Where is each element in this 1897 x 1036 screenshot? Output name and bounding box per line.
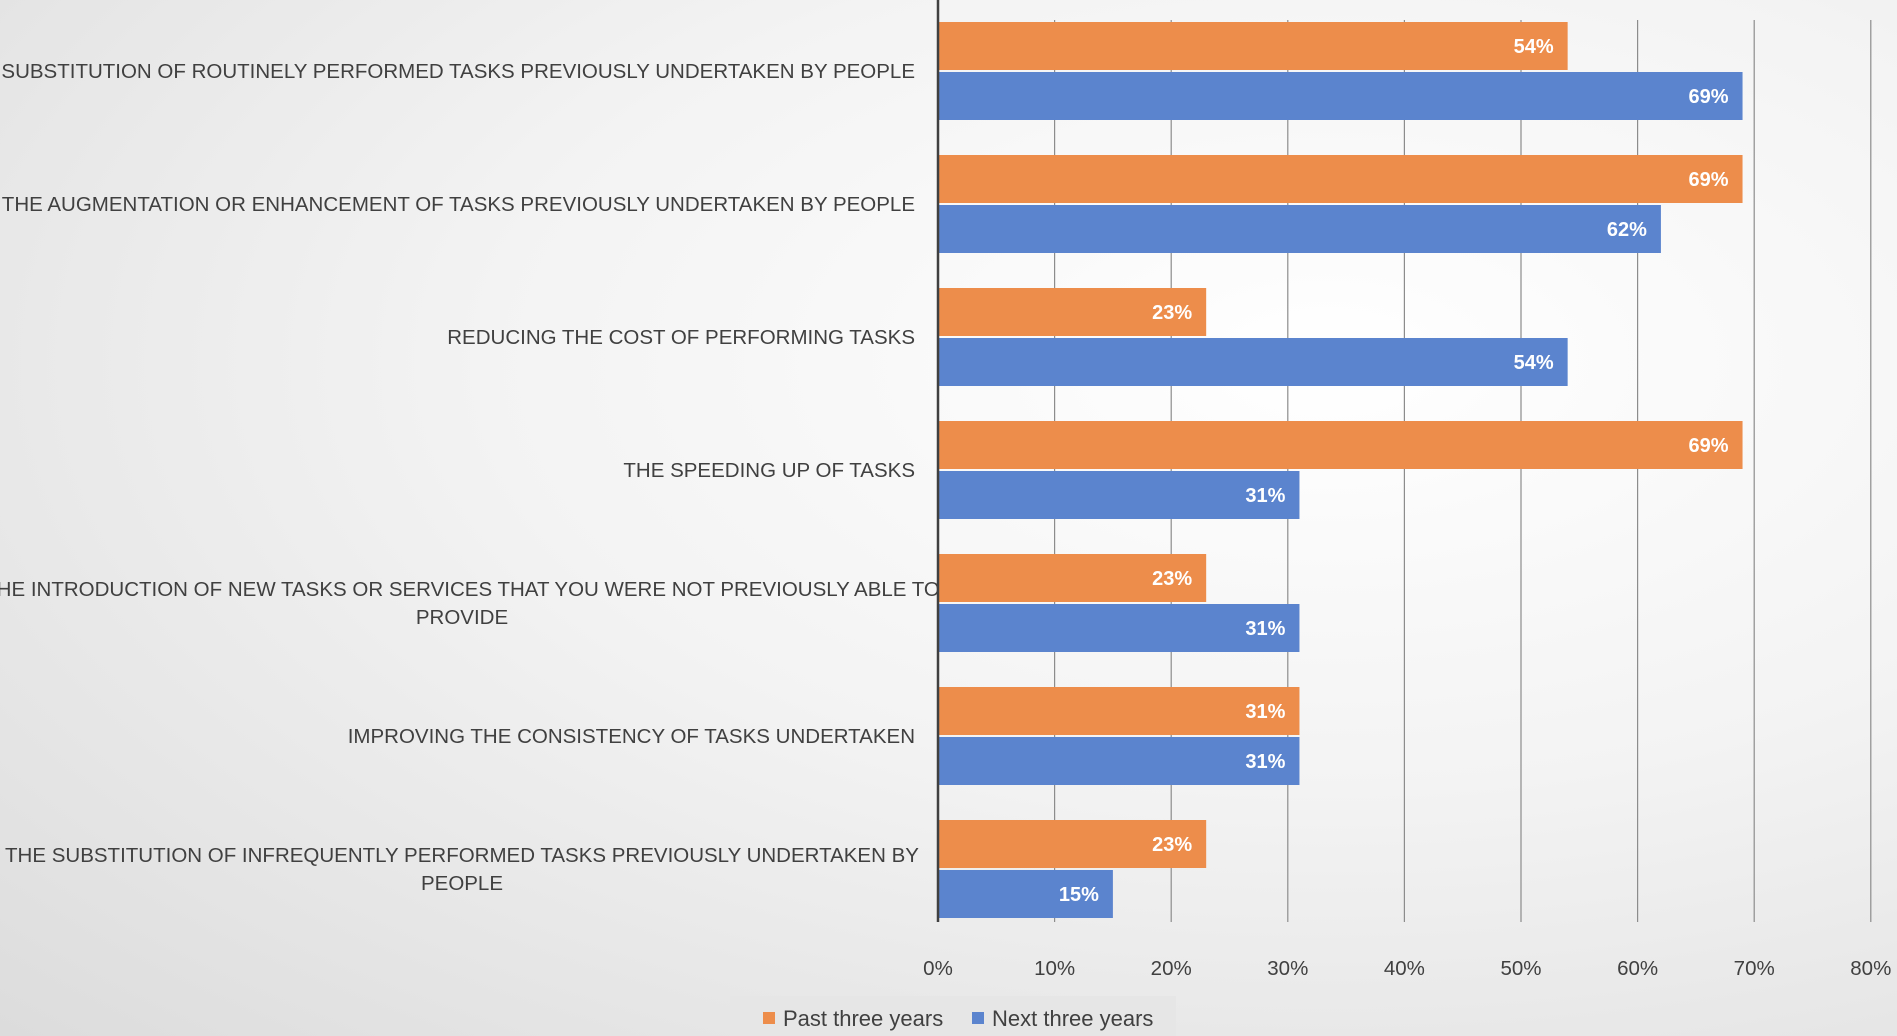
x-tick-label: 30% — [1267, 957, 1308, 980]
data-label: 69% — [1689, 86, 1729, 108]
bar-next — [938, 72, 1743, 120]
data-label: 15% — [1059, 884, 1099, 906]
bar-next — [938, 604, 1300, 652]
data-label: 69% — [1689, 435, 1729, 457]
data-label: 23% — [1152, 568, 1192, 590]
data-label: 31% — [1245, 485, 1285, 507]
category-label: THE SPEEDING UP OF TASKS — [623, 459, 915, 482]
bar-next — [938, 737, 1300, 785]
category-labels: THE SUBSTITUTION OF ROUTINELY PERFORMED … — [0, 60, 940, 895]
category-label: THE INTRODUCTION OF NEW TASKS OR SERVICE… — [0, 578, 940, 601]
data-label: 54% — [1514, 36, 1554, 58]
bar-past — [938, 288, 1207, 336]
category-label: THE AUGMENTATION OR ENHANCEMENT OF TASKS… — [2, 193, 915, 216]
data-label: 23% — [1152, 302, 1192, 324]
data-label: 31% — [1245, 751, 1285, 773]
data-label: 31% — [1245, 701, 1285, 723]
bar-past — [938, 22, 1568, 70]
data-label: 62% — [1607, 219, 1647, 241]
bar-past — [938, 421, 1743, 469]
legend-label: Past three years — [783, 1006, 943, 1031]
x-tick-label: 0% — [923, 957, 953, 980]
bar-past — [938, 554, 1207, 602]
x-tick-label: 10% — [1034, 957, 1075, 980]
category-label: PEOPLE — [421, 872, 503, 895]
bar-past — [938, 155, 1743, 203]
x-axis-tick-labels: 0% 10% 20% 30% 40% 50% 60% 70% 80% — [923, 957, 1891, 980]
x-tick-label: 80% — [1850, 957, 1891, 980]
legend-swatch — [763, 1012, 775, 1024]
category-label: REDUCING THE COST OF PERFORMING TASKS — [447, 326, 915, 349]
data-label: 69% — [1689, 169, 1729, 191]
legend-background — [730, 996, 1176, 1036]
category-label: IMPROVING THE CONSISTENCY OF TASKS UNDER… — [348, 725, 915, 748]
x-tick-label: 50% — [1500, 957, 1541, 980]
bar-past — [938, 820, 1207, 868]
x-tick-label: 70% — [1734, 957, 1775, 980]
bar-next — [938, 205, 1661, 253]
category-label: THE SUBSTITUTION OF ROUTINELY PERFORMED … — [0, 60, 915, 83]
data-label: 54% — [1514, 352, 1554, 374]
bar-next — [938, 870, 1113, 918]
x-tick-label: 20% — [1151, 957, 1192, 980]
x-tick-label: 60% — [1617, 957, 1658, 980]
legend-swatch — [972, 1012, 984, 1024]
category-label: THE SUBSTITUTION OF INFREQUENTLY PERFORM… — [5, 844, 919, 867]
bar-next — [938, 471, 1300, 519]
bar-next — [938, 338, 1568, 386]
legend: Past three years Next three years — [730, 996, 1176, 1036]
data-label: 23% — [1152, 834, 1192, 856]
bars: 54% 69% 69% 62% 23% 54% 69% 31% 23% 31% 31% 31% 23% 1… — [938, 22, 1743, 918]
legend-label: Next three years — [992, 1006, 1153, 1031]
data-label: 31% — [1245, 618, 1285, 640]
x-tick-label: 40% — [1384, 957, 1425, 980]
category-label: PROVIDE — [416, 606, 508, 629]
bar-past — [938, 687, 1300, 735]
